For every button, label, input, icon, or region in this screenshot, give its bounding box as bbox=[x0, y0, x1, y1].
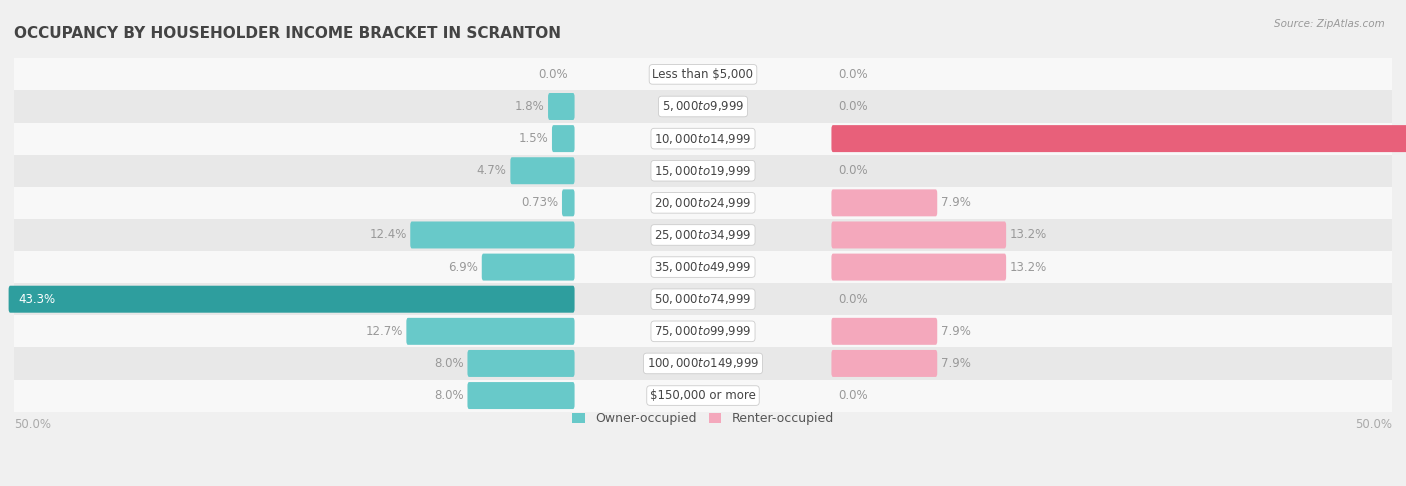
Text: Less than $5,000: Less than $5,000 bbox=[652, 68, 754, 81]
Text: 50.0%: 50.0% bbox=[14, 418, 51, 431]
Bar bbox=[14, 380, 1392, 412]
Text: 0.0%: 0.0% bbox=[838, 293, 868, 306]
Bar bbox=[14, 187, 1392, 219]
Bar bbox=[14, 122, 1392, 155]
FancyBboxPatch shape bbox=[831, 125, 1406, 152]
Text: 0.0%: 0.0% bbox=[838, 68, 868, 81]
FancyBboxPatch shape bbox=[8, 286, 575, 312]
Text: $75,000 to $99,999: $75,000 to $99,999 bbox=[654, 324, 752, 338]
Text: $25,000 to $34,999: $25,000 to $34,999 bbox=[654, 228, 752, 242]
Bar bbox=[14, 155, 1392, 187]
Text: 7.9%: 7.9% bbox=[941, 196, 970, 209]
Text: 8.0%: 8.0% bbox=[434, 389, 464, 402]
Text: 13.2%: 13.2% bbox=[1010, 260, 1047, 274]
Text: 12.7%: 12.7% bbox=[366, 325, 402, 338]
FancyBboxPatch shape bbox=[482, 254, 575, 280]
FancyBboxPatch shape bbox=[831, 190, 938, 216]
Text: 8.0%: 8.0% bbox=[434, 357, 464, 370]
Bar bbox=[14, 219, 1392, 251]
Text: 4.7%: 4.7% bbox=[477, 164, 506, 177]
FancyBboxPatch shape bbox=[831, 222, 1007, 248]
FancyBboxPatch shape bbox=[467, 382, 575, 409]
FancyBboxPatch shape bbox=[467, 350, 575, 377]
Text: 1.8%: 1.8% bbox=[515, 100, 544, 113]
FancyBboxPatch shape bbox=[831, 350, 938, 377]
Text: $10,000 to $14,999: $10,000 to $14,999 bbox=[654, 132, 752, 146]
Bar bbox=[14, 58, 1392, 90]
Text: $15,000 to $19,999: $15,000 to $19,999 bbox=[654, 164, 752, 178]
Text: 0.73%: 0.73% bbox=[522, 196, 558, 209]
Text: 50.0%: 50.0% bbox=[1355, 418, 1392, 431]
FancyBboxPatch shape bbox=[553, 125, 575, 152]
Text: 1.5%: 1.5% bbox=[519, 132, 548, 145]
Text: $5,000 to $9,999: $5,000 to $9,999 bbox=[662, 100, 744, 114]
Text: 43.3%: 43.3% bbox=[18, 293, 55, 306]
FancyBboxPatch shape bbox=[831, 318, 938, 345]
Bar bbox=[14, 347, 1392, 380]
Text: $20,000 to $24,999: $20,000 to $24,999 bbox=[654, 196, 752, 210]
Text: 0.0%: 0.0% bbox=[538, 68, 568, 81]
Text: 7.9%: 7.9% bbox=[941, 325, 970, 338]
Bar bbox=[14, 315, 1392, 347]
Bar bbox=[14, 283, 1392, 315]
Text: 7.9%: 7.9% bbox=[941, 357, 970, 370]
Text: 0.0%: 0.0% bbox=[838, 164, 868, 177]
FancyBboxPatch shape bbox=[831, 254, 1007, 280]
FancyBboxPatch shape bbox=[406, 318, 575, 345]
Text: 13.2%: 13.2% bbox=[1010, 228, 1047, 242]
FancyBboxPatch shape bbox=[548, 93, 575, 120]
Text: 0.0%: 0.0% bbox=[838, 389, 868, 402]
Text: $50,000 to $74,999: $50,000 to $74,999 bbox=[654, 292, 752, 306]
Bar bbox=[14, 251, 1392, 283]
FancyBboxPatch shape bbox=[510, 157, 575, 184]
Legend: Owner-occupied, Renter-occupied: Owner-occupied, Renter-occupied bbox=[572, 412, 834, 425]
Text: $150,000 or more: $150,000 or more bbox=[650, 389, 756, 402]
Text: 0.0%: 0.0% bbox=[838, 100, 868, 113]
Bar bbox=[14, 90, 1392, 122]
Text: $35,000 to $49,999: $35,000 to $49,999 bbox=[654, 260, 752, 274]
Text: Source: ZipAtlas.com: Source: ZipAtlas.com bbox=[1274, 19, 1385, 30]
FancyBboxPatch shape bbox=[562, 190, 575, 216]
Text: $100,000 to $149,999: $100,000 to $149,999 bbox=[647, 356, 759, 370]
Text: 6.9%: 6.9% bbox=[449, 260, 478, 274]
Text: 12.4%: 12.4% bbox=[370, 228, 406, 242]
FancyBboxPatch shape bbox=[411, 222, 575, 248]
Text: OCCUPANCY BY HOUSEHOLDER INCOME BRACKET IN SCRANTON: OCCUPANCY BY HOUSEHOLDER INCOME BRACKET … bbox=[14, 26, 561, 41]
